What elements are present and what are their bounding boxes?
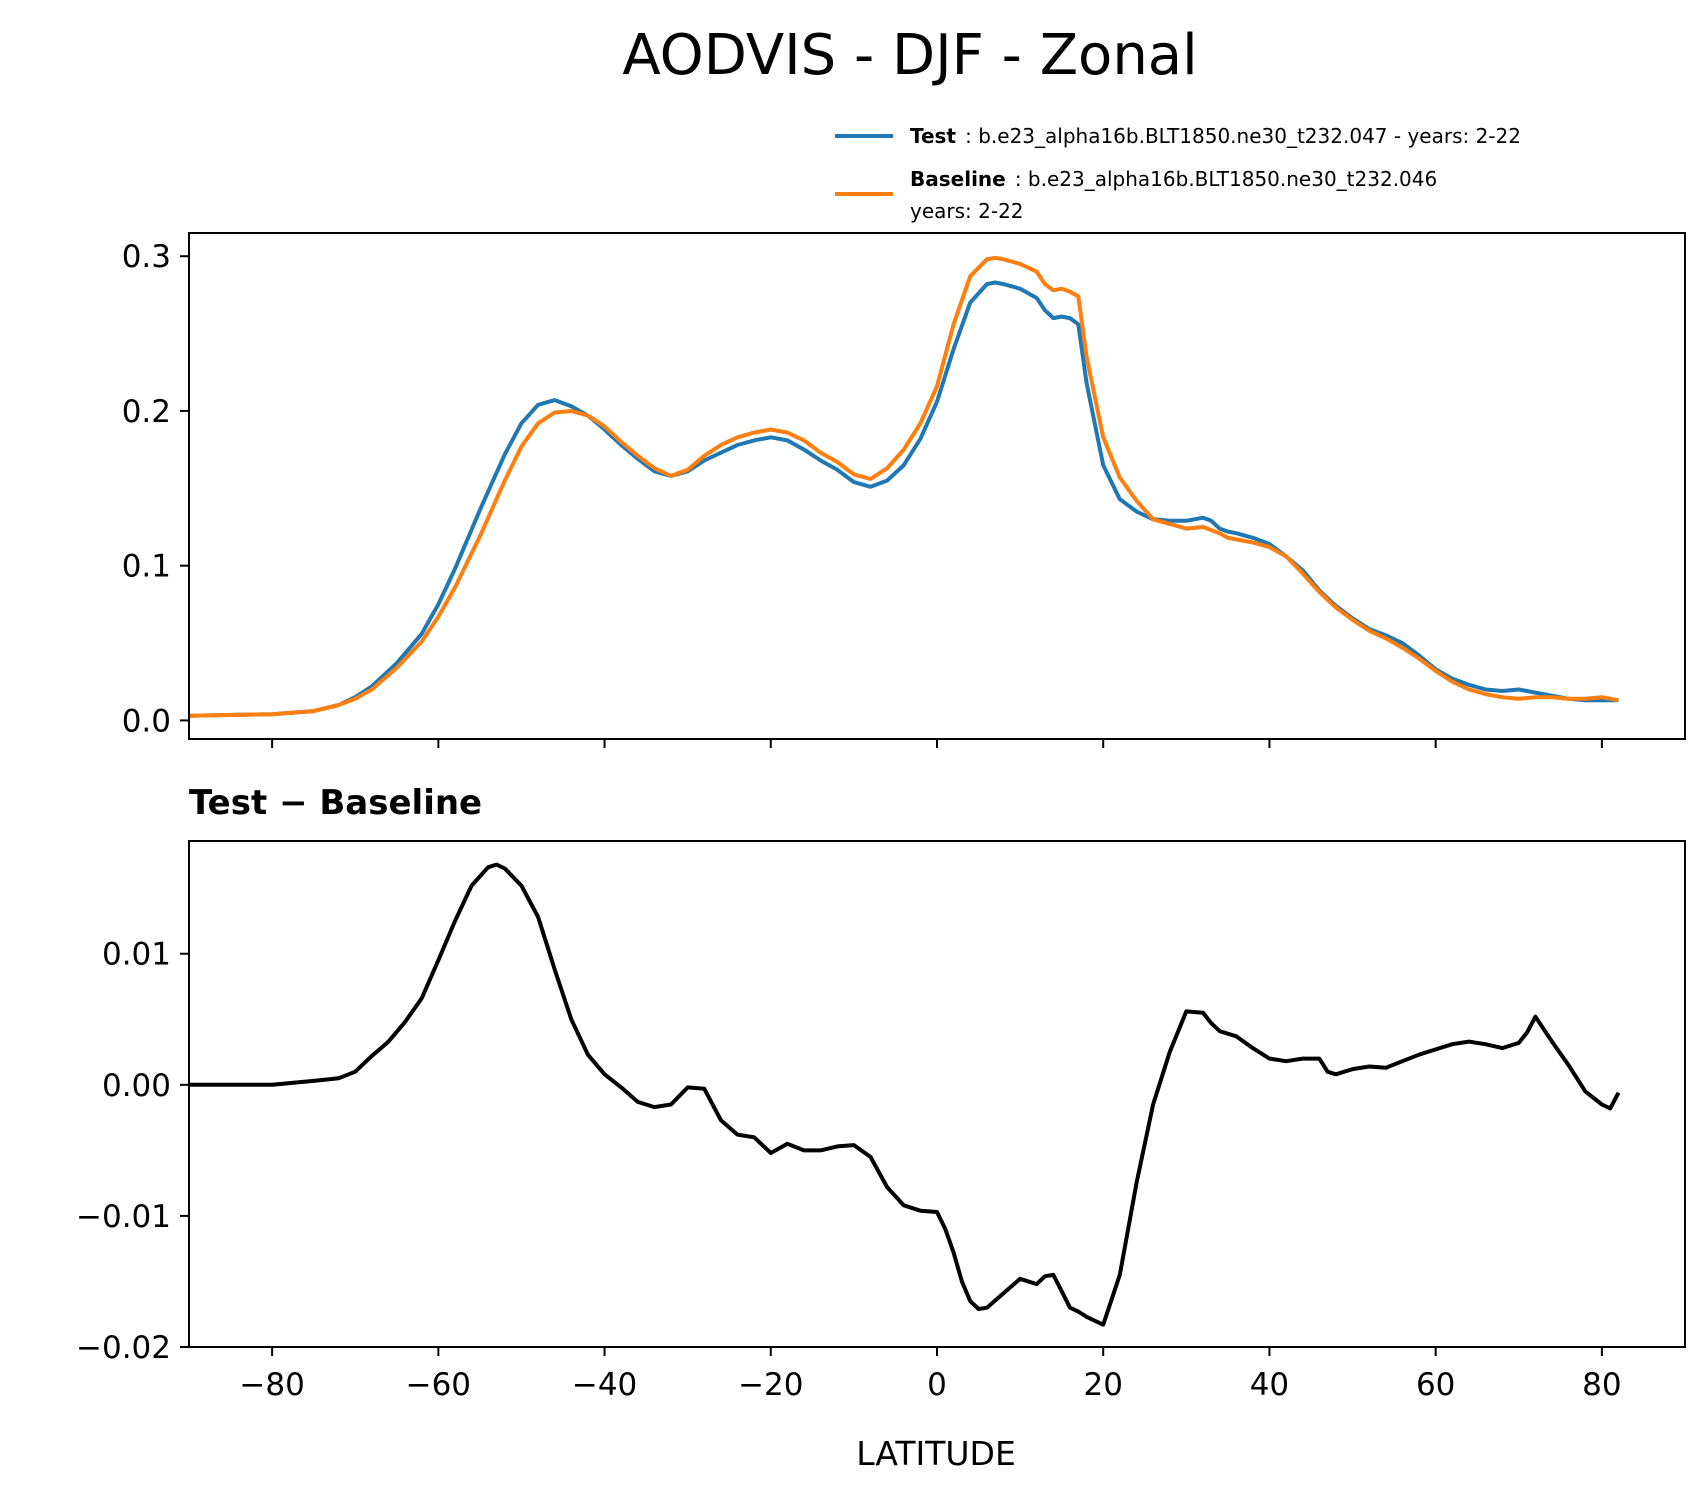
bottom-axis-ticks: −0.02 −0.01 0.00 0.01 −80 −60 −40 −20 0 20 40 60 80 (76, 937, 1622, 1403)
difference-panel-title: Test − Baseline (189, 783, 482, 823)
x-tick-label: −80 (239, 1367, 304, 1403)
y-tick-label: 0.2 (122, 394, 171, 430)
series-line-test (188, 280, 1619, 718)
x-tick-label: 0 (927, 1367, 947, 1403)
legend-name-test: Test (910, 124, 956, 148)
x-tick-label: −20 (738, 1367, 803, 1403)
x-tick-label: 80 (1582, 1367, 1621, 1403)
legend: Test : b.e23_alpha16b.BLT1850.ne30_t232.… (835, 124, 1521, 223)
x-tick-label: 40 (1250, 1367, 1289, 1403)
series-line-test-baseline (189, 862, 1621, 1327)
y-tick-label: 0.1 (122, 549, 171, 585)
x-axis-label: LATITUDE (856, 1434, 1016, 1473)
series-line-baseline (188, 255, 1619, 718)
x-tick-label: −60 (406, 1367, 471, 1403)
bottom-axes-frame (188, 840, 1686, 1348)
y-tick-label: 0.01 (102, 937, 171, 973)
y-tick-label: 0.0 (122, 703, 171, 739)
legend-label-baseline: Baseline : b.e23_alpha16b.BLT1850.ne30_t… (910, 167, 1437, 191)
top-plot-panel: 0.0 0.1 0.2 0.3 (122, 232, 1686, 748)
y-tick-label: −0.01 (76, 1199, 171, 1235)
figure-title: AODVIS - DJF - Zonal (622, 23, 1197, 88)
top-series-group (188, 255, 1619, 718)
y-tick-label: 0.00 (102, 1068, 171, 1104)
legend-label-test: Test : b.e23_alpha16b.BLT1850.ne30_t232.… (910, 124, 1521, 148)
difference-series-group (189, 862, 1621, 1327)
legend-desc2-baseline: years: 2-22 (910, 199, 1024, 223)
legend-desc-test: : b.e23_alpha16b.BLT1850.ne30_t232.047 -… (965, 124, 1521, 148)
top-axis-ticks: 0.0 0.1 0.2 0.3 (122, 239, 1603, 748)
x-tick-label: 20 (1083, 1367, 1122, 1403)
x-tick-label: −40 (572, 1367, 637, 1403)
y-tick-label: 0.3 (122, 239, 171, 275)
legend-name-baseline: Baseline (910, 167, 1006, 191)
x-tick-label: 60 (1416, 1367, 1455, 1403)
difference-plot-panel: −0.02 −0.01 0.00 0.01 −80 −60 −40 −20 0 20 40 60 80 (76, 840, 1686, 1403)
legend-desc-baseline: : b.e23_alpha16b.BLT1850.ne30_t232.046 (1015, 167, 1437, 191)
top-axes-frame (188, 232, 1686, 740)
y-tick-label: −0.02 (76, 1330, 171, 1366)
